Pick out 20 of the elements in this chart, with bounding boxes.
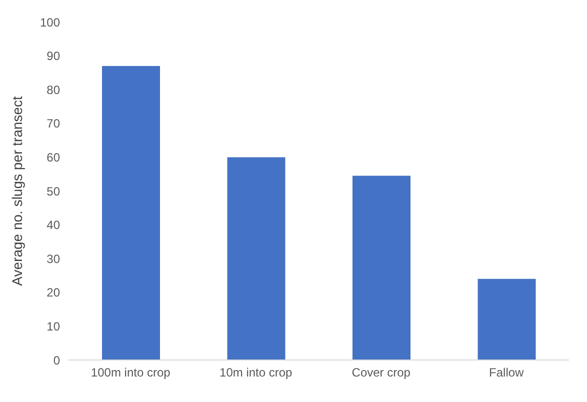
y-tick-label: 30: [46, 252, 60, 266]
x-tick-label: 10m into crop: [220, 366, 293, 380]
bar: [102, 66, 160, 360]
bar: [227, 157, 286, 360]
bar: [478, 278, 536, 360]
y-tick-label: 70: [46, 116, 60, 131]
y-tick-label: 80: [46, 82, 60, 97]
y-tick-label: 0: [53, 353, 60, 368]
x-tick-label: Fallow: [489, 366, 524, 380]
y-tick-label: 60: [46, 150, 60, 164]
y-tick-label: 40: [46, 218, 60, 232]
y-tick-label: 10: [46, 319, 60, 334]
bar: [352, 176, 410, 360]
y-tick-label: 20: [46, 286, 60, 300]
y-tick-label: 50: [46, 184, 60, 198]
x-tick-label: Cover crop: [352, 366, 411, 380]
x-tick-label: 100m into crop: [90, 366, 171, 380]
y-axis-title: Average no. slugs per transect: [8, 96, 25, 286]
y-tick-label: 90: [46, 49, 60, 64]
y-tick-label: 100: [40, 15, 60, 30]
